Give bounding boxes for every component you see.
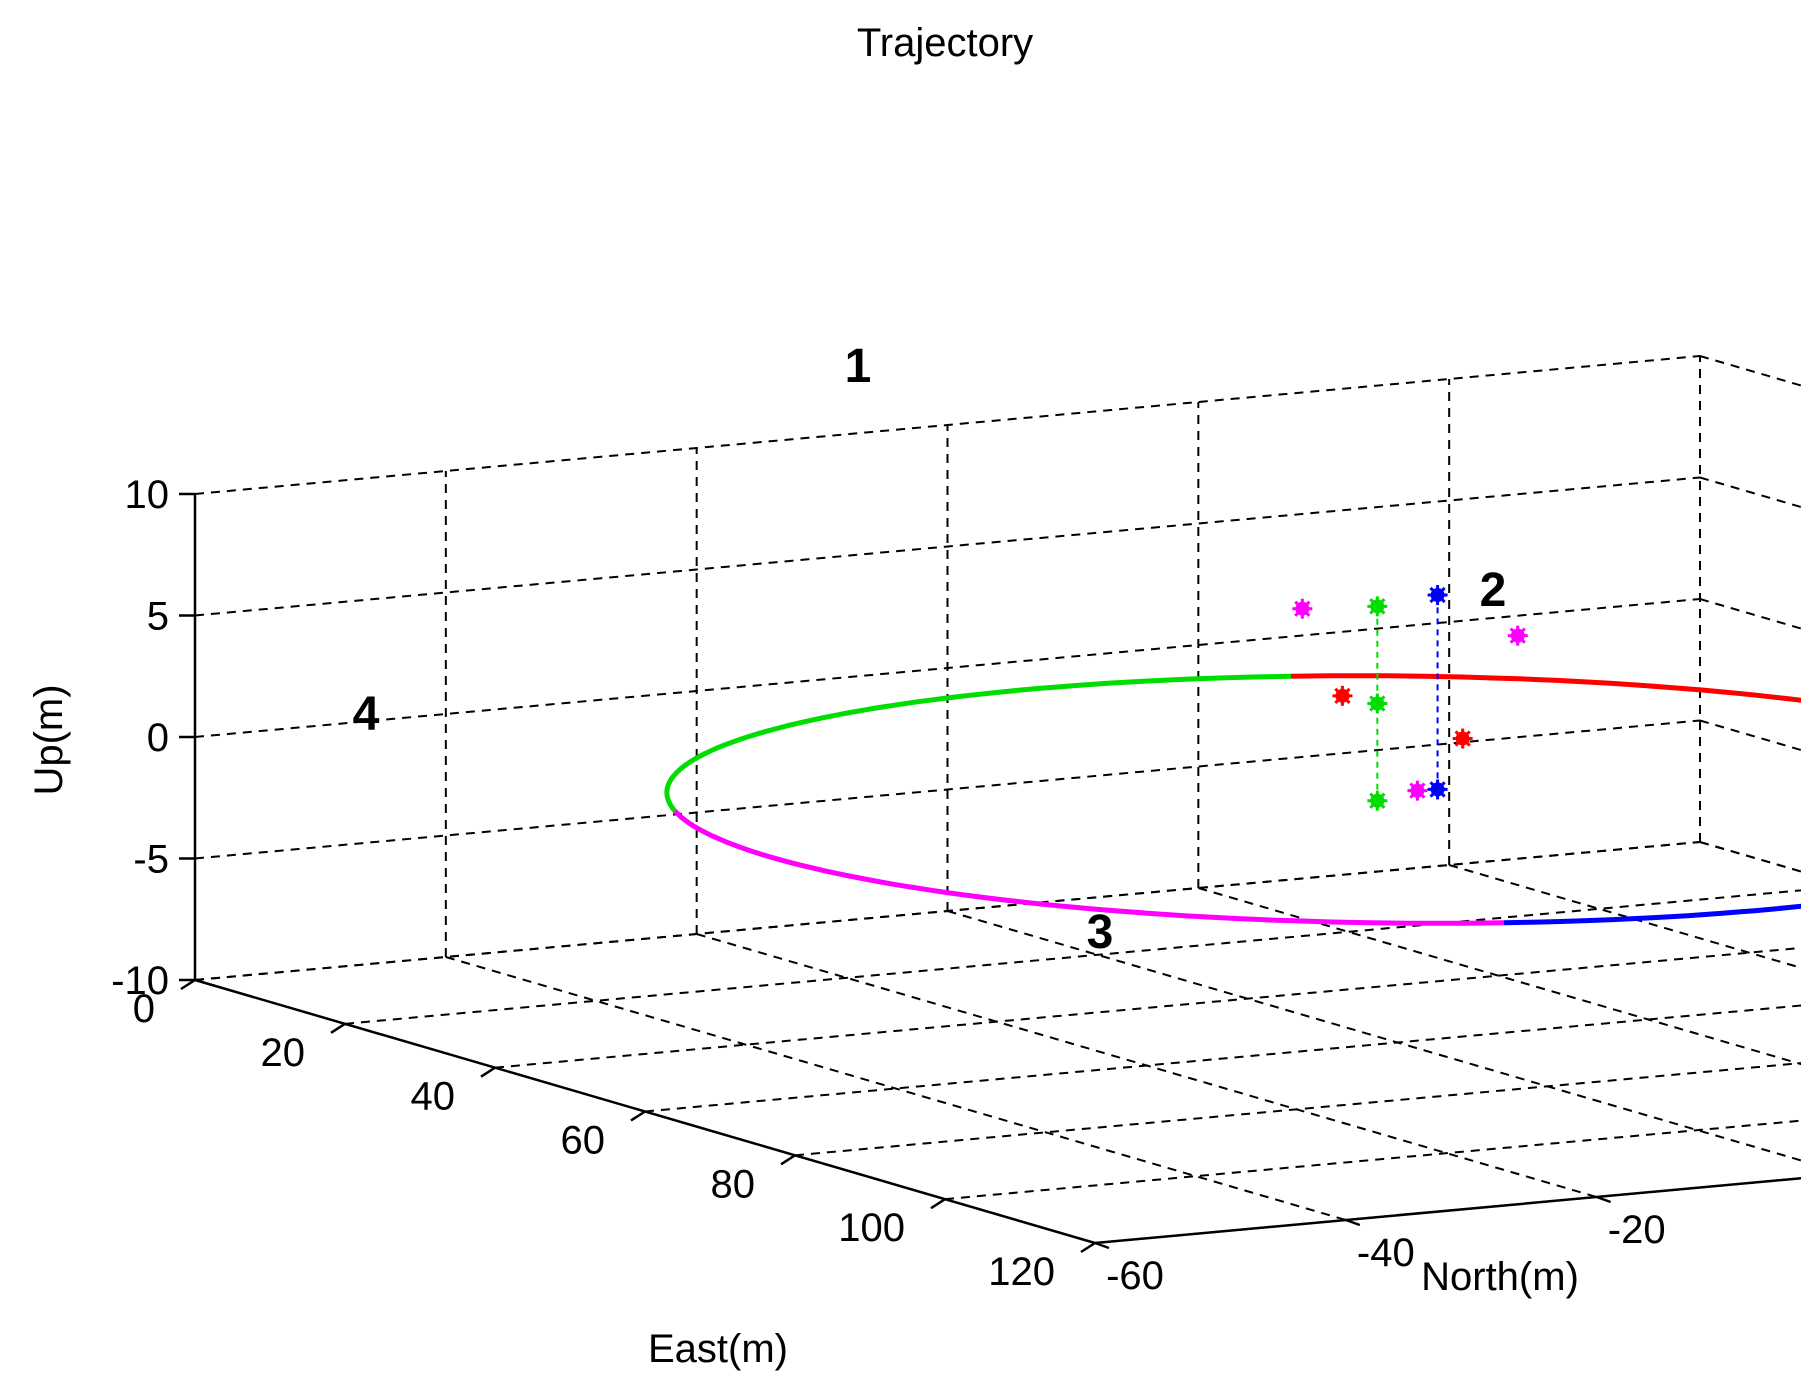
z-tick-label: 10 bbox=[125, 473, 170, 517]
x-axis-label: East(m) bbox=[648, 1327, 788, 1371]
y-tick-label: -40 bbox=[1357, 1231, 1415, 1275]
grid-line bbox=[194, 841, 1701, 981]
trajectory-segment-2 bbox=[1503, 903, 1801, 926]
z-tick-label: -10 bbox=[111, 959, 169, 1003]
x-tick-label: 40 bbox=[411, 1075, 456, 1119]
x-tick-mark bbox=[630, 1110, 646, 1122]
grid-line bbox=[1699, 598, 1801, 630]
segment-label-2: 2 bbox=[1480, 564, 1507, 617]
marker-point bbox=[1292, 598, 1313, 619]
marker-point bbox=[1367, 693, 1388, 714]
x-tick-label: 120 bbox=[988, 1250, 1055, 1294]
grid-line bbox=[194, 719, 1701, 860]
y-axis-label: North(m) bbox=[1421, 1255, 1579, 1299]
segment-label-4: 4 bbox=[353, 688, 380, 741]
x-tick-mark bbox=[480, 1066, 496, 1078]
grid-line bbox=[1699, 355, 1801, 387]
markers bbox=[1292, 585, 1528, 811]
z-tick-label: -5 bbox=[133, 838, 169, 882]
y-tick-mark bbox=[1345, 1218, 1361, 1227]
grid-line bbox=[344, 889, 1801, 1025]
segment-label-1: 1 bbox=[845, 340, 872, 393]
axes bbox=[179, 492, 1801, 1254]
marker-point bbox=[1507, 625, 1528, 646]
x-tick-label: 20 bbox=[261, 1031, 306, 1075]
x-tick-mark bbox=[780, 1154, 796, 1166]
x-tick-label: 80 bbox=[711, 1162, 756, 1206]
marker-point bbox=[1452, 728, 1473, 749]
z-tick-label: 5 bbox=[147, 595, 169, 639]
z-tick-label: 0 bbox=[147, 716, 169, 760]
grid-line bbox=[1448, 864, 1801, 969]
segment-label-3: 3 bbox=[1087, 906, 1114, 959]
grid-line bbox=[194, 476, 1701, 617]
grid-line bbox=[1094, 1177, 1801, 1244]
y-tick-mark bbox=[1094, 1241, 1110, 1250]
trajectory-segment-4 bbox=[664, 673, 1292, 813]
grid-line bbox=[1699, 841, 1801, 873]
marker-point bbox=[1427, 585, 1448, 606]
trajectory-segment-1 bbox=[1290, 673, 1801, 703]
z-axis-label: Up(m) bbox=[27, 684, 71, 795]
x-tick-mark bbox=[180, 978, 196, 991]
y-tick-mark bbox=[1596, 1195, 1612, 1204]
marker-point bbox=[1407, 780, 1428, 801]
x-tick-label: 100 bbox=[838, 1206, 905, 1250]
trajectory bbox=[664, 673, 1801, 926]
marker-point bbox=[1367, 596, 1388, 617]
grid-line bbox=[944, 1119, 1801, 1201]
grid-line bbox=[194, 355, 1701, 495]
grid-line bbox=[194, 598, 1701, 738]
grid-line bbox=[1699, 841, 1801, 873]
grid-line bbox=[445, 956, 1347, 1221]
grid-line bbox=[696, 933, 1597, 1198]
x-tick-label: 0 bbox=[133, 987, 155, 1031]
x-tick-mark bbox=[1080, 1241, 1096, 1254]
y-axis-line bbox=[1094, 1177, 1801, 1245]
grid-line bbox=[947, 910, 1801, 1162]
marker-point bbox=[1367, 790, 1388, 811]
grid-line bbox=[1198, 887, 1801, 1066]
chart-title: Trajectory bbox=[857, 21, 1033, 65]
marker-point bbox=[1332, 685, 1353, 706]
trajectory-segment-3 bbox=[672, 808, 1505, 926]
x-tick-label: 60 bbox=[561, 1119, 606, 1163]
grid-line bbox=[644, 1004, 1801, 1113]
grid-line bbox=[1699, 476, 1801, 509]
y-tick-label: -20 bbox=[1608, 1208, 1666, 1252]
y-tick-label: -60 bbox=[1106, 1254, 1164, 1298]
grid-line bbox=[1699, 719, 1801, 752]
marker-point bbox=[1427, 779, 1448, 800]
x-tick-mark bbox=[930, 1198, 946, 1210]
x-tick-mark bbox=[330, 1022, 346, 1034]
